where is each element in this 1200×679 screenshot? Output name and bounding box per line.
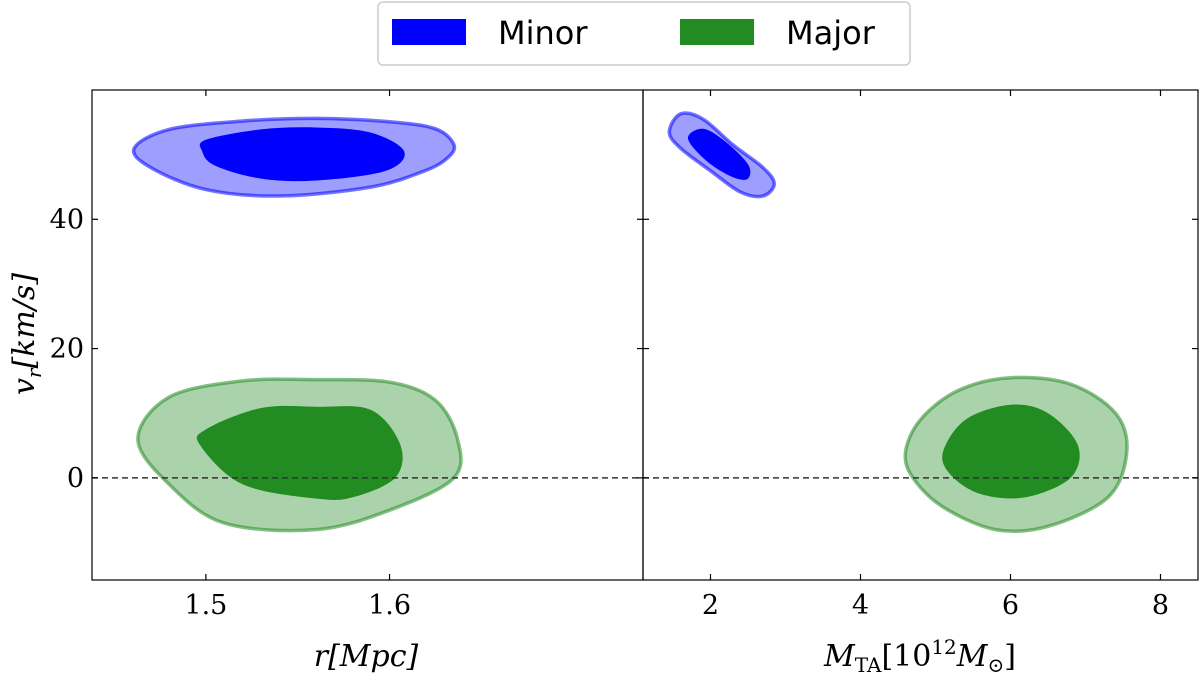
contour-minor-inner-right bbox=[687, 128, 751, 180]
x-tick-label-right-3: 8 bbox=[1152, 590, 1169, 621]
x-tick-label-right-0: 2 bbox=[702, 590, 719, 621]
x-axis-label-right-sub: TA bbox=[855, 653, 882, 674]
y-tick-label-left-0: 0 bbox=[67, 463, 84, 494]
x-tick-label-left-1: 1.6 bbox=[368, 590, 411, 621]
legend-swatch-major bbox=[680, 19, 754, 45]
x-axis-label-left-rest: [Mpc] bbox=[328, 639, 418, 674]
x-tick-label-right-2: 6 bbox=[1002, 590, 1019, 621]
legend-frame bbox=[377, 1, 911, 66]
contour-minor-inner-left bbox=[199, 127, 405, 182]
panel-right: 2 4 6 8 bbox=[642, 89, 1199, 621]
x-axis-label-right-close: ] bbox=[1004, 639, 1016, 674]
y-axis-label: vr[km/s] bbox=[7, 273, 46, 395]
y-axis-label-main: v bbox=[7, 378, 42, 395]
x-axis-label-right-sub2: ⊙ bbox=[988, 653, 1005, 674]
y-tick-label-left-2: 40 bbox=[50, 204, 84, 235]
y-tick-label-left-1: 20 bbox=[50, 334, 84, 365]
x-tick-label-right-1: 4 bbox=[852, 590, 869, 621]
legend: Minor Major bbox=[377, 1, 911, 66]
x-axis-label-left: r[Mpc] bbox=[314, 639, 419, 674]
x-axis-label-right: MTA[1012M⊙] bbox=[823, 635, 1016, 674]
x-axis-label-right-main: M bbox=[823, 639, 856, 674]
plot-frame-right bbox=[642, 89, 1199, 581]
x-tick-label-left-0: 1.5 bbox=[184, 590, 227, 621]
x-axis-label-right-open: [10 bbox=[881, 639, 931, 674]
contour-major-inner-right bbox=[942, 404, 1080, 499]
panel-left: 1.5 1.6 0 20 40 bbox=[50, 89, 644, 621]
x-axis-label-right-main2: M bbox=[956, 639, 989, 674]
legend-label-major: Major bbox=[786, 14, 876, 52]
y-axis-label-rest: [km/s] bbox=[7, 273, 42, 369]
y-axis-label-sub: r bbox=[22, 367, 46, 378]
x-axis-label-right-sup: 12 bbox=[931, 635, 956, 659]
x-axis-label-left-main: r bbox=[314, 639, 330, 674]
contour-major-inner-left bbox=[196, 405, 403, 501]
legend-label-minor: Minor bbox=[498, 14, 588, 52]
legend-swatch-minor bbox=[392, 19, 466, 45]
